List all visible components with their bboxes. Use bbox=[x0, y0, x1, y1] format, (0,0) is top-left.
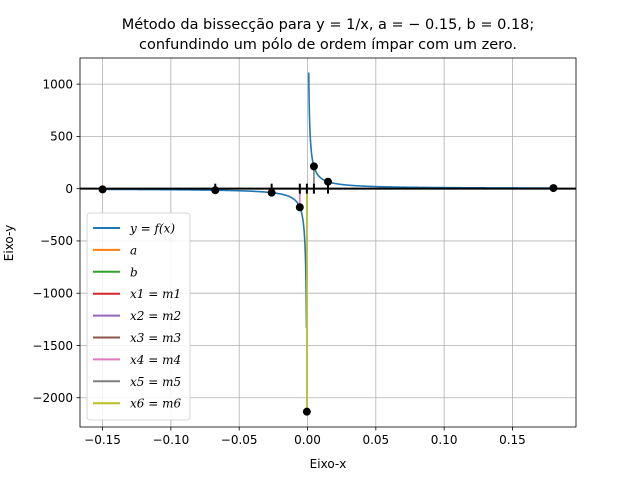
y-tick-label: 1000 bbox=[42, 77, 73, 91]
y-tick-label: −2000 bbox=[32, 391, 73, 405]
data-point bbox=[211, 186, 220, 195]
x-tick-label: 0.10 bbox=[431, 433, 458, 447]
legend-label: a bbox=[130, 243, 137, 257]
chart-title-line-1: Método da bissecção para y = 1/x, a = − … bbox=[122, 17, 535, 33]
x-tick-label: −0.10 bbox=[152, 433, 189, 447]
y-axis-label: Eixo-y bbox=[2, 225, 16, 261]
ticks: −0.15 −0.10 −0.05 0.00 0.05 0.10 0.15 −2000 −150… bbox=[32, 77, 525, 447]
chart-title-line-2: confundindo um pólo de ordem ímpar com u… bbox=[139, 37, 517, 53]
y-tick-label: 500 bbox=[50, 130, 73, 144]
data-point bbox=[324, 177, 332, 186]
data-point bbox=[98, 185, 107, 194]
x-tick-label: −0.15 bbox=[84, 433, 121, 447]
y-tick-label: −500 bbox=[40, 234, 73, 248]
plot-area bbox=[80, 72, 576, 416]
data-point bbox=[309, 162, 318, 171]
legend-label: x2 = m2 bbox=[130, 309, 181, 323]
legend-label: x1 = m1 bbox=[130, 287, 181, 301]
legend: y = f(x) ab x1 = m1 x2 = m2 x3 = m3 x4 = m4 x5… bbox=[86, 212, 191, 421]
x-tick-label: 0.15 bbox=[499, 433, 526, 447]
x-axis-label: Eixo-x bbox=[310, 457, 347, 471]
axes-frame bbox=[79, 57, 577, 428]
legend-label: x6 = m6 bbox=[130, 397, 181, 411]
data-point bbox=[295, 203, 304, 212]
x-tick-label: −0.05 bbox=[221, 433, 258, 447]
legend-label: y = f(x) bbox=[129, 222, 175, 236]
legend-label: x3 = m3 bbox=[130, 331, 181, 345]
legend-box bbox=[86, 212, 191, 421]
x-tick-label: 0.00 bbox=[294, 433, 321, 447]
data-point bbox=[549, 184, 558, 193]
y-tick-label: 0 bbox=[65, 182, 73, 196]
f-curve-left-branch bbox=[102, 188, 308, 329]
data-point bbox=[267, 188, 276, 197]
legend-label: b bbox=[130, 265, 138, 279]
y-tick-label: −1500 bbox=[32, 339, 73, 353]
data-point bbox=[302, 407, 311, 416]
y-tick-label: −1000 bbox=[32, 286, 73, 300]
x-tick-label: 0.05 bbox=[362, 433, 389, 447]
legend-label: x5 = m5 bbox=[130, 375, 181, 389]
legend-label: x4 = m4 bbox=[130, 353, 181, 367]
